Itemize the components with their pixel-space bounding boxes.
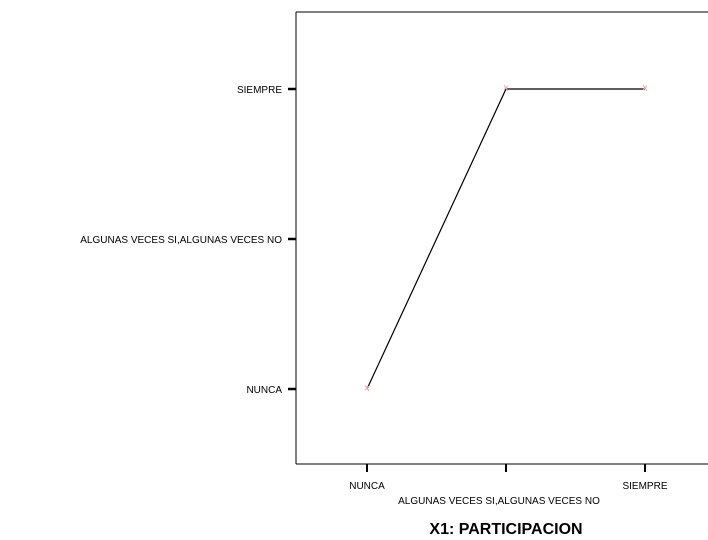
x-axis-title: X1: PARTICIPACION	[429, 521, 582, 538]
y-tick-label: ALGUNAS VECES SI,ALGUNAS VECES NO	[80, 235, 282, 246]
y-tick-label: NUNCA	[246, 385, 282, 396]
series-line	[366, 88, 645, 390]
data-point	[364, 384, 370, 392]
data-point	[642, 84, 648, 92]
x-tick-label: NUNCA	[349, 481, 385, 492]
x-tick-label: SIEMPRE	[622, 481, 667, 492]
y-tick-label: SIEMPRE	[237, 85, 282, 96]
data-point	[503, 84, 509, 92]
x-tick-label: ALGUNAS VECES SI,ALGUNAS VECES NO	[398, 496, 600, 507]
